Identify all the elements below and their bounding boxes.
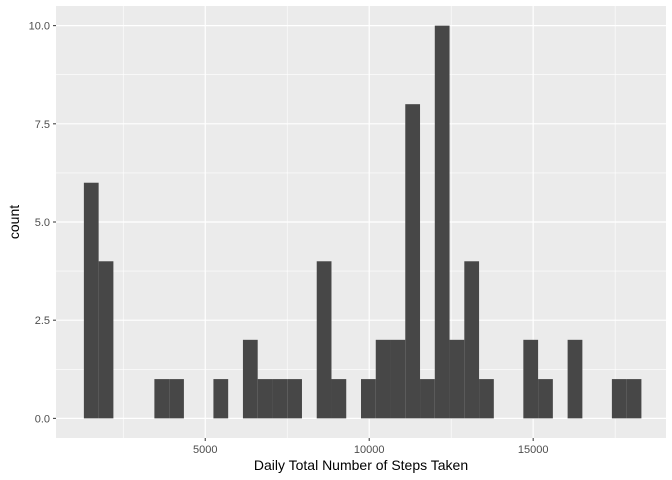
histogram-bars [83, 25, 642, 419]
x-tick-label: 10000 [354, 444, 385, 456]
y-tick-label: 5.0 [35, 217, 50, 229]
histogram-bar [375, 339, 391, 419]
x-tick-label: 5000 [193, 444, 217, 456]
histogram-bar [83, 182, 99, 419]
x-axis-title: Daily Total Number of Steps Taken [254, 457, 468, 473]
histogram-bar [272, 379, 288, 419]
histogram-bar [611, 379, 627, 419]
histogram-bar [538, 379, 553, 419]
histogram-bar [390, 339, 406, 419]
histogram-bar [567, 339, 583, 419]
histogram-bar [331, 379, 347, 419]
y-axis-tick-labels: 0.0 2.5 5.0 7.5 10.0 [29, 21, 50, 426]
histogram-bar [257, 379, 273, 419]
histogram-bar [523, 339, 539, 419]
axis-ticks [53, 25, 534, 441]
histogram-bar [242, 339, 258, 419]
histogram-bar [213, 379, 229, 419]
histogram-bar [316, 261, 332, 419]
y-axis-title: count [6, 205, 22, 239]
x-tick-label: 15000 [518, 444, 549, 456]
histogram-bar [287, 379, 302, 419]
histogram-bar [154, 379, 170, 419]
x-axis-tick-labels: 5000 10000 15000 [193, 444, 548, 456]
histogram-bar [361, 379, 376, 419]
histogram-bar [434, 25, 450, 419]
histogram-bar [626, 379, 642, 419]
histogram-bar [98, 261, 114, 419]
histogram-bar [464, 261, 480, 419]
y-tick-label: 2.5 [35, 315, 50, 327]
histogram-bar [479, 379, 494, 419]
histogram-bar [405, 104, 421, 419]
histogram-bar [420, 379, 435, 419]
histogram-bar [169, 379, 184, 419]
y-tick-label: 0.0 [35, 413, 50, 425]
y-tick-label: 7.5 [35, 119, 50, 131]
y-tick-label: 10.0 [29, 21, 50, 33]
histogram-bar [449, 339, 465, 419]
